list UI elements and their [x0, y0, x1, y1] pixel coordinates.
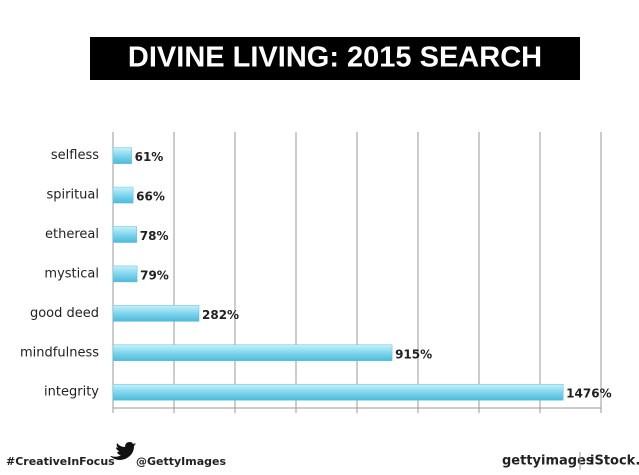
y-tick-label: selfless — [51, 148, 99, 163]
value-label: 66% — [136, 190, 165, 204]
bar — [112, 305, 200, 322]
bar — [112, 344, 393, 362]
bar — [112, 265, 138, 283]
y-tick-label: mindfulness — [20, 345, 99, 360]
hashtag: #CreativeInFocus — [6, 455, 115, 468]
value-label: 61% — [135, 150, 164, 164]
bar — [112, 186, 134, 204]
plot: selfless 61% spiritual 66% ethereal 78% mystic… — [20, 132, 612, 413]
y-tick-label: mystical — [44, 266, 99, 281]
brand: gettyimages — [502, 454, 594, 469]
y-tick-label: good deed — [30, 306, 99, 321]
brand-2: iStock. — [590, 454, 639, 469]
y-tick-label: ethereal — [45, 227, 99, 242]
handle: @GettyImages — [136, 455, 226, 468]
title-box — [90, 37, 580, 80]
y-tick-label: integrity — [44, 385, 99, 400]
bar — [112, 383, 564, 401]
value-label: 78% — [140, 229, 169, 243]
value-label: 79% — [140, 268, 169, 282]
value-label: 915% — [395, 347, 432, 361]
value-label: 1476% — [566, 387, 611, 401]
bar — [112, 147, 132, 164]
chart-title: DIVINE LIVING: 2015 SEARCH — [128, 42, 542, 74]
value-label: 282% — [202, 308, 239, 322]
bar — [112, 226, 138, 243]
twitter-icon — [110, 442, 136, 460]
y-tick-label: spiritual — [46, 188, 99, 203]
